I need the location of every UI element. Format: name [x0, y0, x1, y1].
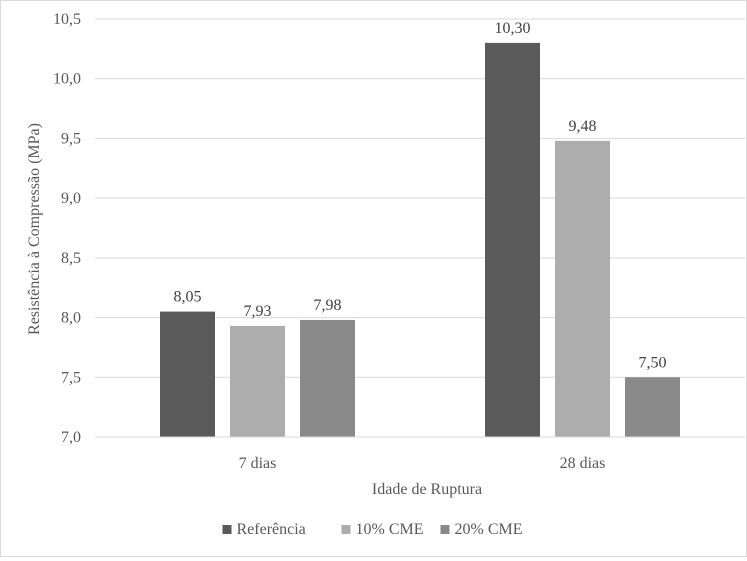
data-label: 8,05	[174, 289, 202, 306]
y-tick-label: 7,5	[61, 369, 81, 386]
x-tick-label: 7 dias	[239, 455, 277, 472]
legend-label: 20% CME	[455, 521, 523, 538]
y-axis-ticks: 7,0 7,5 8,0 8,5 9,0 9,5 10,0 10,5	[53, 11, 81, 446]
data-label: 7,98	[314, 297, 342, 314]
y-tick-label: 8,0	[61, 310, 81, 327]
y-tick-label: 10,0	[53, 71, 81, 88]
y-tick-label: 7,0	[61, 429, 81, 446]
bar	[300, 319, 355, 437]
bar	[230, 325, 285, 437]
legend-swatch	[222, 525, 232, 534]
bar	[555, 140, 610, 437]
data-label: 7,50	[639, 354, 667, 371]
data-label: 9,48	[569, 118, 597, 135]
y-tick-label: 9,5	[61, 130, 81, 147]
legend-swatch	[341, 525, 351, 534]
legend-label: Referência	[237, 521, 306, 538]
x-axis-ticks: 7 dias 28 dias	[239, 455, 606, 472]
y-tick-label: 8,5	[61, 250, 81, 267]
legend-swatch	[440, 525, 450, 534]
legend-label: 10% CME	[356, 521, 424, 538]
bar	[625, 377, 680, 437]
data-label: 10,30	[495, 20, 531, 37]
x-axis-title: Idade de Ruptura	[372, 481, 482, 498]
bars	[160, 42, 680, 438]
y-tick-label: 10,5	[53, 11, 81, 28]
y-tick-label: 9,0	[61, 190, 81, 207]
y-axis-title: Resistência à Compressão (MPa)	[26, 123, 43, 335]
legend: Referência 10% CME 20% CME	[222, 521, 523, 538]
bar	[160, 311, 215, 437]
bar	[485, 42, 540, 438]
x-tick-label: 28 dias	[560, 455, 606, 472]
data-label: 7,93	[244, 303, 272, 320]
data-labels: 8,05 7,93 7,98 10,30 9,48 7,50	[174, 20, 667, 371]
